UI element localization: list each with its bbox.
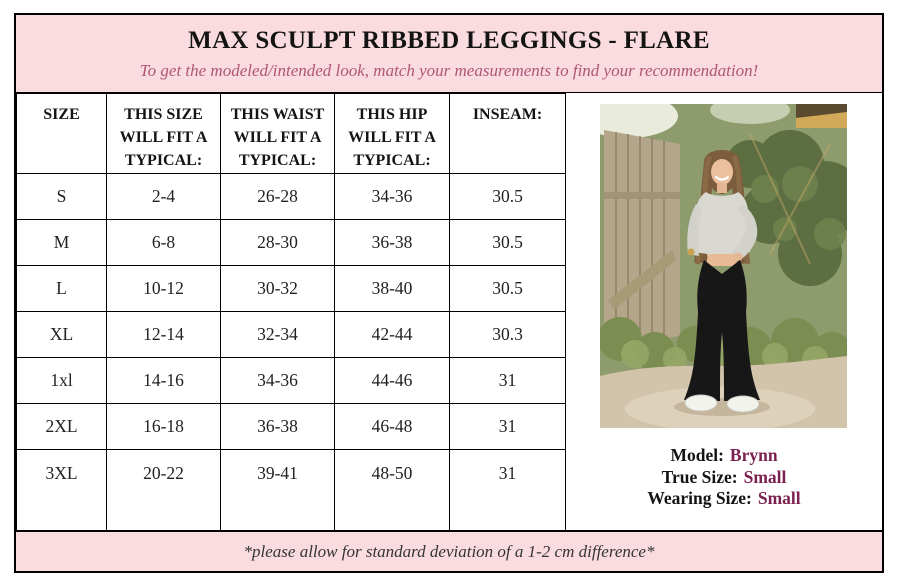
model-info: Model: Brynn True Size: Small Wearing Size…: [566, 445, 882, 510]
cell-hip: 44-46: [334, 356, 450, 404]
cell-waist: 39-41: [220, 448, 335, 530]
table-header-row: SIZE THIS SIZE WILL FIT A TYPICAL: THIS …: [16, 93, 566, 174]
table-row-2xl: 2XL 16-18 36-38 46-48 31: [16, 402, 566, 450]
cell-hip: 36-38: [334, 218, 450, 266]
cell-hip: 34-36: [334, 172, 450, 220]
table-row-l: L 10-12 30-32 38-40 30.5: [16, 264, 566, 312]
size-chart-card: MAX SCULPT RIBBED LEGGINGS - FLARE To ge…: [14, 13, 884, 573]
wearing-size-line: Wearing Size: Small: [566, 488, 882, 510]
cell-fit: 20-22: [106, 448, 221, 530]
wearing-size-value: Small: [757, 488, 801, 508]
cell-size: 1xl: [16, 356, 107, 404]
cell-fit: 2-4: [106, 172, 221, 220]
cell-size: XL: [16, 310, 107, 358]
column-header-hip: THIS HIP WILL FIT A TYPICAL:: [334, 93, 450, 174]
true-size-value: Small: [743, 466, 787, 487]
cell-fit: 14-16: [106, 356, 221, 404]
true-size-label: True Size:: [661, 466, 738, 487]
model-photo: [600, 104, 847, 428]
cell-inseam: 30.5: [449, 172, 566, 220]
table-row-xl: XL 12-14 32-34 42-44 30.3: [16, 310, 566, 358]
column-header-fit: THIS SIZE WILL FIT A TYPICAL:: [106, 93, 221, 174]
table-row-1xl: 1xl 14-16 34-36 44-46 31: [16, 356, 566, 404]
table-row-m: M 6-8 28-30 36-38 30.5: [16, 218, 566, 266]
cell-hip: 42-44: [334, 310, 450, 358]
cell-fit: 10-12: [106, 264, 221, 312]
cell-waist: 28-30: [220, 218, 335, 266]
header-subtitle: To get the modeled/intended look, match …: [139, 61, 759, 80]
model-label: Model:: [670, 445, 724, 465]
cell-waist: 34-36: [220, 356, 335, 404]
column-header-inseam: INSEAM:: [449, 93, 566, 174]
cell-hip: 46-48: [334, 402, 450, 450]
cell-inseam: 30.5: [449, 264, 566, 312]
table-row-3xl: 3XL 20-22 39-41 48-50 31: [16, 448, 566, 530]
cell-hip: 48-50: [334, 448, 450, 530]
cell-hip: 38-40: [334, 264, 450, 312]
cell-waist: 36-38: [220, 402, 335, 450]
content-area: SIZE THIS SIZE WILL FIT A TYPICAL: THIS …: [16, 93, 882, 530]
size-table: SIZE THIS SIZE WILL FIT A TYPICAL: THIS …: [16, 93, 566, 530]
cell-inseam: 30.3: [449, 310, 566, 358]
cell-waist: 26-28: [220, 172, 335, 220]
wearing-size-label: Wearing Size:: [647, 488, 752, 508]
cell-inseam: 31: [449, 448, 566, 530]
footer-band: *please allow for standard deviation of …: [16, 530, 882, 571]
cell-size: 3XL: [16, 448, 107, 530]
cell-waist: 32-34: [220, 310, 335, 358]
cell-fit: 6-8: [106, 218, 221, 266]
header-band: MAX SCULPT RIBBED LEGGINGS - FLARE To ge…: [16, 15, 882, 93]
cell-inseam: 31: [449, 356, 566, 404]
product-title: MAX SCULPT RIBBED LEGGINGS - FLARE: [188, 27, 710, 54]
model-pane: Model: Brynn True Size: Small Wearing Size…: [566, 93, 882, 530]
cell-fit: 12-14: [106, 310, 221, 358]
model-name-line: Model: Brynn: [566, 445, 882, 467]
column-header-size: SIZE: [16, 93, 107, 174]
model-value: Brynn: [729, 445, 778, 465]
cell-inseam: 31: [449, 402, 566, 450]
cell-inseam: 30.5: [449, 218, 566, 266]
table-row-s: S 2-4 26-28 34-36 30.5: [16, 172, 566, 220]
cell-size: S: [16, 172, 107, 220]
deviation-note: *please allow for standard deviation of …: [243, 541, 655, 561]
column-header-waist: THIS WAIST WILL FIT A TYPICAL:: [220, 93, 335, 174]
cell-size: L: [16, 264, 107, 312]
cell-size: M: [16, 218, 107, 266]
model-photo-illustration: [600, 104, 847, 428]
cell-fit: 16-18: [106, 402, 221, 450]
cell-size: 2XL: [16, 402, 107, 450]
true-size-line: True Size: Small: [566, 467, 882, 489]
cell-waist: 30-32: [220, 264, 335, 312]
